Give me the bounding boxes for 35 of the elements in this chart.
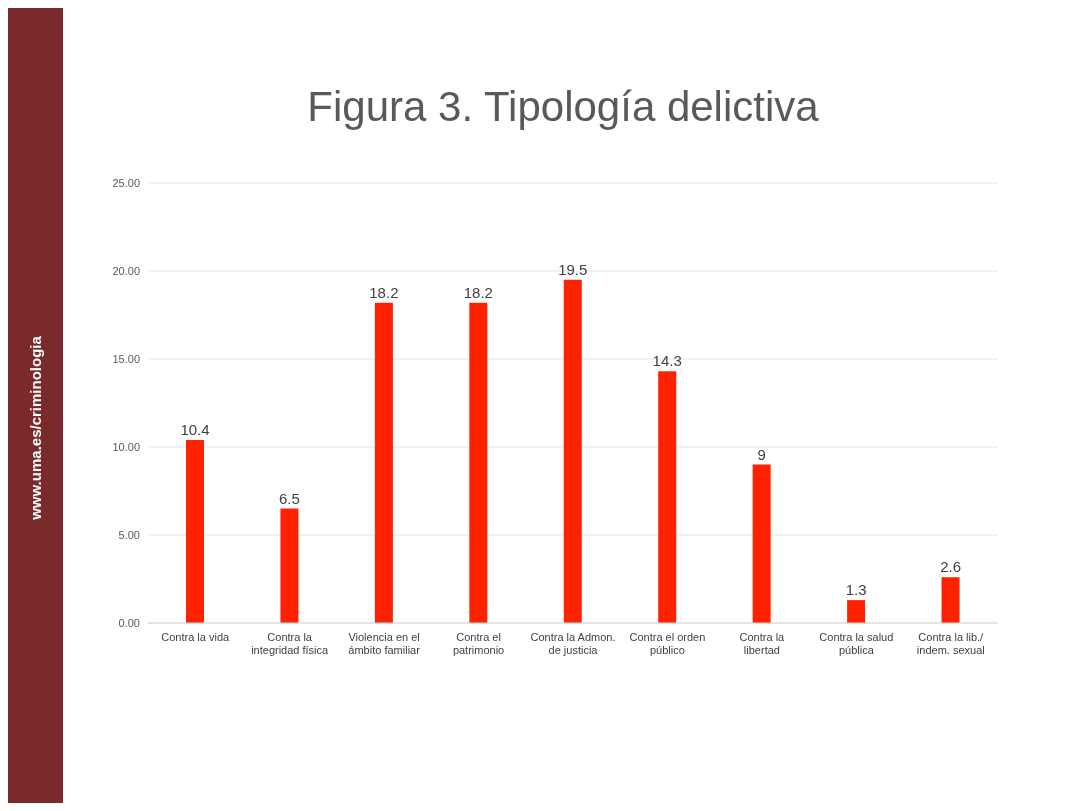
x-tick-label: Violencia en el ámbito familiar <box>348 631 421 656</box>
data-label: 18.2 <box>369 283 399 301</box>
bar <box>186 439 204 623</box>
text: www.uma.es/criminologia <box>26 336 44 520</box>
data-label: 18.2 <box>463 283 493 301</box>
y-tick-label: 5.00 <box>118 528 140 541</box>
y-tick-label: 15.00 <box>112 352 140 365</box>
bar <box>658 371 677 623</box>
bar <box>941 577 960 623</box>
bar <box>563 279 582 623</box>
bar <box>280 508 299 623</box>
x-tick-label: Contra el orden público <box>629 631 706 656</box>
x-tick-label: Contra la salud pública <box>819 631 894 656</box>
x-tick-label: Contra la Admon. de justicia <box>530 631 616 656</box>
data-label: 19.5 <box>558 260 588 278</box>
bar <box>847 600 866 623</box>
data-label: 10.4 <box>180 420 210 438</box>
y-tick-label: 0.00 <box>118 616 140 629</box>
chart-title: Figura 3. Tipología delictiva <box>306 83 820 131</box>
bar <box>374 302 393 623</box>
y-tick-label: 20.00 <box>112 264 140 277</box>
bar <box>752 464 771 623</box>
x-tick-label: Contra la libertad <box>739 631 786 656</box>
x-tick-label: Contra la lib./ indem. sexual <box>916 631 985 656</box>
data-label: 2.6 <box>940 558 961 576</box>
y-tick-label: 10.00 <box>112 440 140 453</box>
x-tick-label: Contra el patrimonio <box>452 631 505 656</box>
x-tick-label: Contra la integridad física <box>251 631 330 656</box>
data-label: 6.5 <box>279 489 300 507</box>
bar <box>469 302 488 623</box>
data-label: 14.3 <box>652 352 682 370</box>
data-label: 9 <box>757 445 766 463</box>
x-tick-label: Contra la vida <box>161 631 231 643</box>
y-tick-label: 25.00 <box>112 176 140 189</box>
data-label: 1.3 <box>845 581 867 599</box>
